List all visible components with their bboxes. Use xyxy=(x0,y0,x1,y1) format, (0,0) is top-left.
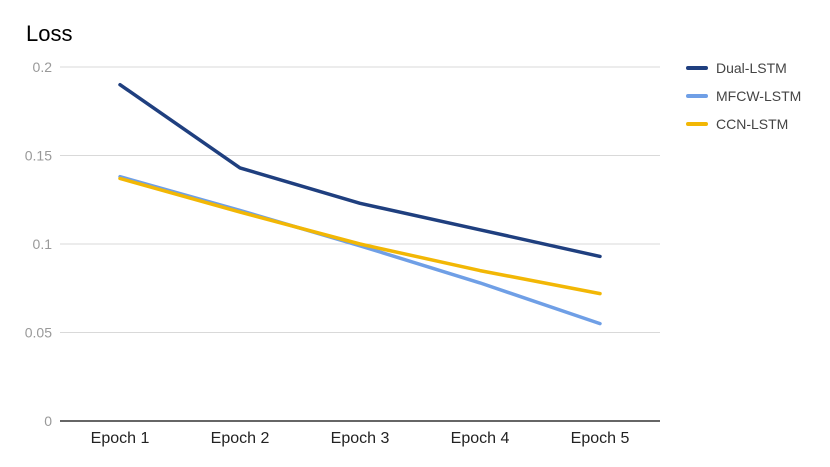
series-line-ccn-lstm xyxy=(118,176,602,296)
series-line-dual-lstm xyxy=(118,82,602,259)
x-tick-label: Epoch 4 xyxy=(451,430,510,447)
y-tick-label: 0.05 xyxy=(25,325,52,341)
x-tick-label: Epoch 2 xyxy=(211,430,270,447)
legend-label: CCN-LSTM xyxy=(716,116,788,132)
chart-title: Loss xyxy=(26,21,72,46)
x-tick-label: Epoch 5 xyxy=(571,430,630,447)
series-lines xyxy=(118,82,602,326)
x-axis-ticks: Epoch 1 Epoch 2 Epoch 3 Epoch 4 Epoch 5 xyxy=(91,430,630,447)
y-axis-ticks: 0 0.05 0.1 0.15 0.2 xyxy=(25,59,52,429)
legend: Dual-LSTM MFCW-LSTM CCN-LSTM xyxy=(686,60,801,132)
y-tick-label: 0 xyxy=(44,413,52,429)
y-tick-label: 0.2 xyxy=(33,59,53,75)
legend-label: MFCW-LSTM xyxy=(716,88,801,104)
x-tick-label: Epoch 3 xyxy=(331,430,390,447)
gridlines xyxy=(60,66,660,422)
y-tick-label: 0.15 xyxy=(25,148,52,164)
x-tick-label: Epoch 1 xyxy=(91,430,150,447)
legend-label: Dual-LSTM xyxy=(716,60,787,76)
y-tick-label: 0.1 xyxy=(33,236,53,252)
